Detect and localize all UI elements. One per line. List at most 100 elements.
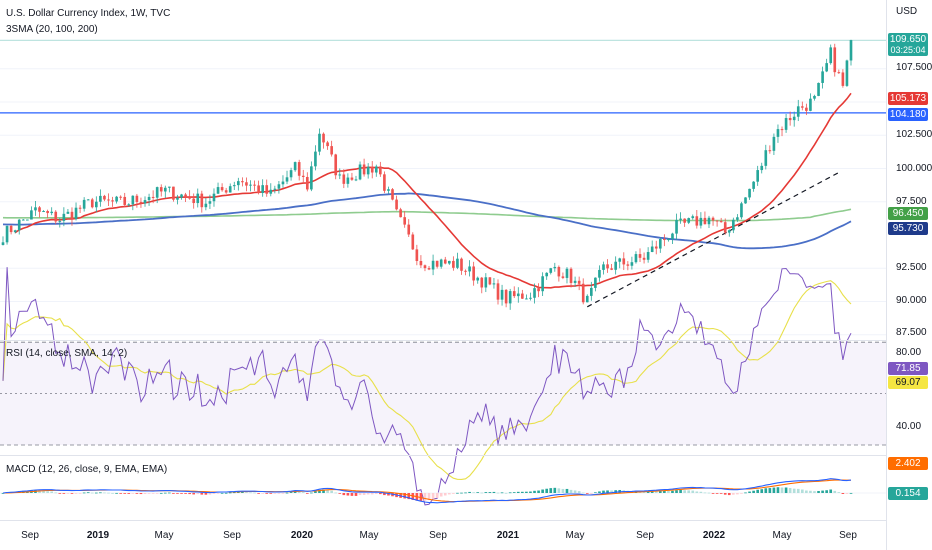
macd-histogram-bar <box>74 493 78 494</box>
candle-body <box>788 118 792 121</box>
macd-histogram-bar <box>82 492 86 494</box>
candle-body <box>472 266 475 281</box>
macd-histogram-bar <box>529 491 532 493</box>
candle-body <box>180 194 183 198</box>
candle-body <box>504 289 508 304</box>
macd-histogram-bar <box>533 490 536 493</box>
macd-histogram-bar <box>464 492 467 494</box>
candle-body <box>261 185 264 194</box>
candle-body <box>561 276 565 278</box>
candle-body <box>42 211 45 213</box>
price-tick: 102.500 <box>896 129 932 140</box>
candle-body <box>606 264 609 269</box>
candle-body <box>26 219 29 221</box>
candle-body <box>630 262 634 266</box>
macd-histogram-bar <box>350 493 354 496</box>
candle-body <box>135 195 139 202</box>
sma-indicator-legend[interactable]: 3SMA (20, 100, 200) <box>6 24 98 35</box>
candle-body <box>224 190 228 193</box>
macd-histogram-bar <box>99 492 102 494</box>
candle-body <box>115 196 118 202</box>
chart-title: U.S. Dollar Currency Index, 1W, TVC <box>6 8 171 19</box>
macd-histogram-bar <box>833 490 837 493</box>
candle-body <box>143 200 147 204</box>
time-axis-divider <box>0 520 886 521</box>
rsi-tick: 40.00 <box>896 421 922 432</box>
macd-histogram-bar <box>687 490 691 493</box>
candle-body <box>346 177 350 184</box>
candle-body <box>598 269 601 278</box>
macd-histogram-bar <box>472 492 475 494</box>
candle-body <box>46 211 49 214</box>
candle-body <box>512 291 516 297</box>
rsi-tick: 80.00 <box>896 347 922 358</box>
candle-body <box>784 118 788 130</box>
macd-histogram-bar <box>38 490 41 493</box>
candle-body <box>845 60 849 86</box>
candle-body <box>58 220 62 222</box>
candle-body <box>232 185 236 187</box>
macd-histogram-bar <box>269 493 273 494</box>
price-tick: 107.500 <box>896 62 932 73</box>
macd-histogram-bar <box>646 491 650 493</box>
macd-histogram-bar <box>756 489 759 493</box>
candle-body <box>74 207 78 220</box>
candle-body <box>427 268 431 270</box>
rsi-sma-line <box>2 280 852 480</box>
macd-histogram-bar <box>667 490 670 493</box>
candle-body <box>196 193 200 204</box>
time-axis-label: Sep <box>839 530 857 541</box>
macd-histogram-bar <box>95 492 98 494</box>
macd-histogram-bar <box>581 492 585 494</box>
candle-body <box>776 129 780 137</box>
macd-histogram-bar <box>257 493 260 494</box>
time-axis-label: 2021 <box>496 530 520 541</box>
macd-histogram-bar <box>443 493 447 496</box>
macd-histogram-bar <box>46 491 49 493</box>
macd-histogram-bar <box>557 488 561 493</box>
candle-body <box>90 199 94 208</box>
pane-divider[interactable] <box>0 455 886 456</box>
macd-histogram-bar <box>456 492 459 494</box>
macd-histogram-bar <box>107 492 110 494</box>
macd-histogram-bar <box>800 489 804 493</box>
candle-body <box>212 193 216 202</box>
macd-histogram-bar <box>301 492 305 493</box>
candle-body <box>13 230 17 233</box>
price-axis-border <box>886 0 887 550</box>
candle-body <box>594 277 597 288</box>
macd-histogram-bar <box>176 493 179 494</box>
sma20-line <box>14 92 852 289</box>
candle-body <box>549 268 553 273</box>
sma200-price-tag: 96.450 <box>888 207 928 220</box>
macd-histogram-bar <box>66 493 70 494</box>
candle-body <box>671 233 674 240</box>
macd-histogram-bar <box>707 492 711 494</box>
macd-histogram-bar <box>476 492 480 493</box>
pane-divider[interactable] <box>0 340 886 341</box>
macd-histogram-bar <box>565 488 569 493</box>
rsi-indicator-legend[interactable]: RSI (14, close, SMA, 14, 2) <box>6 348 128 359</box>
candle-body <box>204 203 208 208</box>
candle-body <box>305 176 309 190</box>
macd-histogram-bar <box>841 493 845 494</box>
candle-body <box>188 196 191 199</box>
candle-body <box>62 213 66 221</box>
candle-body <box>395 199 398 210</box>
macd-histogram-bar <box>139 493 143 495</box>
candle-body <box>257 185 260 194</box>
macd-indicator-legend[interactable]: MACD (12, 26, close, 9, EMA, EMA) <box>6 464 168 475</box>
time-axis-label: May <box>772 530 792 541</box>
macd-histogram-bar <box>719 493 723 494</box>
candle-body <box>326 142 329 147</box>
macd-histogram-bar <box>403 493 407 499</box>
candle-body <box>744 197 747 204</box>
macd-histogram-bar <box>318 489 321 493</box>
candle-body <box>439 259 443 267</box>
candle-body <box>707 217 711 225</box>
candle-body <box>431 260 435 270</box>
macd-histogram-bar <box>419 493 423 501</box>
candle-body <box>565 268 569 278</box>
